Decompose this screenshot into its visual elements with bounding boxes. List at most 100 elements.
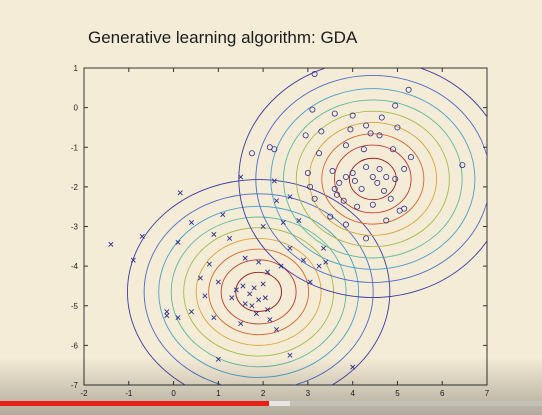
o-marker-point (331, 110, 338, 117)
contour-ellipse (238, 68, 487, 298)
o-marker-point (333, 191, 340, 198)
x-marker-point (296, 218, 302, 224)
o-marker-point (248, 150, 255, 157)
o-marker-point (392, 102, 399, 109)
o-marker-point (369, 173, 376, 180)
contour-ellipse (255, 75, 487, 283)
o-marker-point (363, 122, 370, 129)
contour-ellipse (321, 133, 425, 225)
x-marker-point (197, 275, 203, 281)
y-tick-label: -2 (71, 183, 79, 192)
x-marker-point (227, 235, 233, 241)
o-marker-point (309, 106, 316, 113)
o-marker-point (459, 162, 466, 169)
x-marker-point (307, 279, 313, 285)
o-marker-point (349, 112, 356, 119)
video-progress-bar[interactable] (0, 401, 542, 406)
x-marker-point (206, 261, 212, 267)
y-tick-label: -7 (71, 381, 79, 390)
o-marker-point (374, 179, 381, 186)
x-marker-point (267, 317, 273, 323)
x-marker-point (164, 313, 170, 319)
y-tick-label: -5 (71, 302, 79, 311)
x-marker-point (108, 241, 114, 247)
contour-ellipse (295, 110, 450, 248)
data-points (108, 70, 466, 370)
x-marker-point (260, 281, 266, 287)
x-marker-point (274, 198, 280, 204)
x-marker-point (211, 231, 217, 237)
y-tick-label: -4 (71, 262, 79, 271)
o-marker-point (304, 170, 311, 177)
x-tick-label: 2 (261, 389, 266, 398)
x-marker-point (253, 311, 259, 317)
slide-title: Generative learning algorithm: GDA (88, 28, 358, 47)
x-tick-label: 6 (440, 389, 445, 398)
o-marker-point (389, 146, 396, 153)
o-marker-point (401, 205, 408, 212)
o-marker-point (369, 201, 376, 208)
contour-ellipse (334, 144, 412, 214)
o-marker-point (331, 185, 338, 192)
o-marker-point (363, 235, 370, 242)
x-marker-point (316, 263, 322, 269)
contour-ellipse (170, 216, 347, 368)
x-tick-label: -2 (80, 389, 88, 398)
o-marker-point (327, 213, 334, 220)
x-tick-label: 4 (350, 389, 355, 398)
contour-ellipse (183, 227, 335, 357)
x-marker-point (220, 212, 226, 218)
video-played-bar[interactable] (0, 401, 270, 406)
o-marker-point (318, 128, 325, 135)
o-marker-point (342, 221, 349, 228)
o-marker-point (383, 217, 390, 224)
x-marker-point (233, 287, 239, 293)
x-marker-point (215, 356, 221, 362)
o-marker-point (351, 177, 358, 184)
x-marker-point (242, 255, 248, 261)
contour-ellipse (235, 271, 282, 312)
o-marker-point (340, 197, 347, 204)
x-marker-point (350, 364, 356, 370)
o-marker-point (387, 195, 394, 202)
o-marker-point (392, 175, 399, 182)
x-tick-label: 5 (395, 389, 400, 398)
o-marker-point (378, 114, 385, 121)
o-marker-point (311, 70, 318, 77)
o-marker-point (316, 150, 323, 157)
x-marker-point (211, 315, 217, 321)
o-marker-point (354, 203, 361, 210)
o-marker-point (407, 154, 414, 161)
contour-ellipse (127, 179, 391, 385)
x-marker-point (229, 295, 235, 301)
x-marker-point (238, 174, 244, 180)
x-marker-point (300, 257, 306, 263)
x-tick-label: 1 (216, 389, 221, 398)
x-marker-point (202, 293, 208, 299)
x-marker-point (321, 245, 327, 251)
x-tick-label: 3 (306, 389, 311, 398)
x-marker-point (249, 303, 255, 309)
x-tick-label: 0 (171, 389, 176, 398)
o-marker-point (376, 132, 383, 139)
y-tick-label: -3 (71, 223, 79, 232)
o-marker-point (401, 166, 408, 173)
y-tick-label: 0 (74, 104, 79, 113)
x-marker-point (242, 301, 248, 307)
contour-ellipse (208, 248, 310, 336)
x-marker-point (274, 327, 280, 333)
contour-ellipse (158, 205, 360, 378)
contour-ellipse (283, 99, 463, 259)
o-marker-point (381, 187, 388, 194)
contour-ellipse (220, 259, 297, 325)
x-marker-point (240, 283, 246, 289)
o-marker-point (336, 179, 343, 186)
o-marker-point (360, 146, 367, 153)
x-marker-point (175, 315, 181, 321)
x-marker-point (262, 295, 268, 301)
x-marker-point (271, 178, 277, 184)
o-marker-point (367, 130, 374, 137)
o-marker-point (311, 195, 318, 202)
x-marker-point (130, 257, 136, 263)
